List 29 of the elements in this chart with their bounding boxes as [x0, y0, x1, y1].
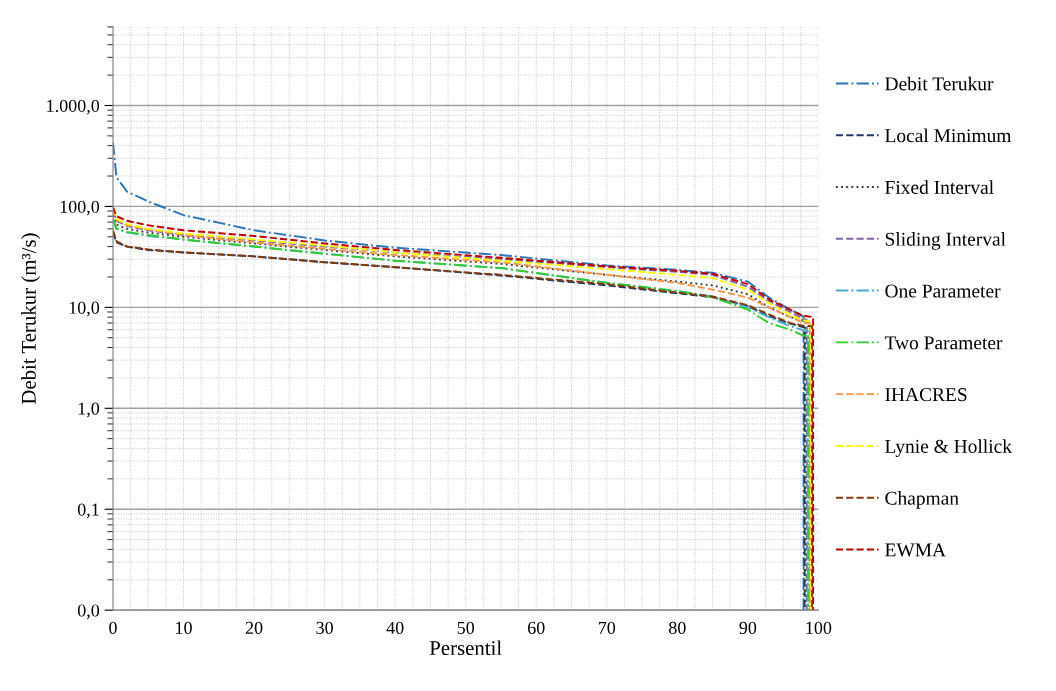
x-tick-label: 90	[739, 621, 757, 634]
legend-label: Lynie & Hollick	[885, 439, 1012, 457]
x-tick-label: 10	[176, 621, 192, 634]
y-axis-title: Debit Terukur (m³/s)	[21, 233, 41, 405]
y-tick-label: 100,0	[60, 200, 100, 216]
legend-label: One Parameter	[885, 284, 1001, 298]
y-tick-label: 0,0	[77, 604, 100, 620]
y-tick-label: 1.000,0	[47, 99, 100, 115]
x-tick-label: 60	[527, 621, 545, 634]
y-tick-label: 0,1	[77, 503, 99, 519]
legend-label: Sliding Interval	[885, 232, 1006, 250]
legend-label: Fixed Interval	[885, 180, 994, 194]
x-tick-label: 80	[668, 621, 686, 634]
legend-label: EWMA	[885, 543, 946, 557]
x-tick-label: 40	[386, 621, 404, 634]
x-axis-title: Persentil	[429, 640, 502, 656]
x-tick-label: 0	[109, 621, 117, 634]
x-tick-label: 30	[316, 621, 333, 634]
x-tick-label: 50	[457, 621, 475, 634]
y-tick-label: 10,0	[69, 301, 100, 317]
legend-label: Local Minimum	[885, 128, 1012, 143]
legend-label: Debit Terukur	[885, 76, 994, 91]
x-tick-label: 100	[806, 621, 832, 634]
x-tick-label: 20	[245, 621, 263, 634]
legend-label: IHACRES	[885, 388, 967, 402]
legend-label: Two Parameter	[884, 336, 1003, 350]
y-tick-label: 1,0	[78, 402, 100, 418]
x-tick-label: 70	[598, 621, 616, 634]
legend-label: Chapman	[885, 491, 959, 509]
